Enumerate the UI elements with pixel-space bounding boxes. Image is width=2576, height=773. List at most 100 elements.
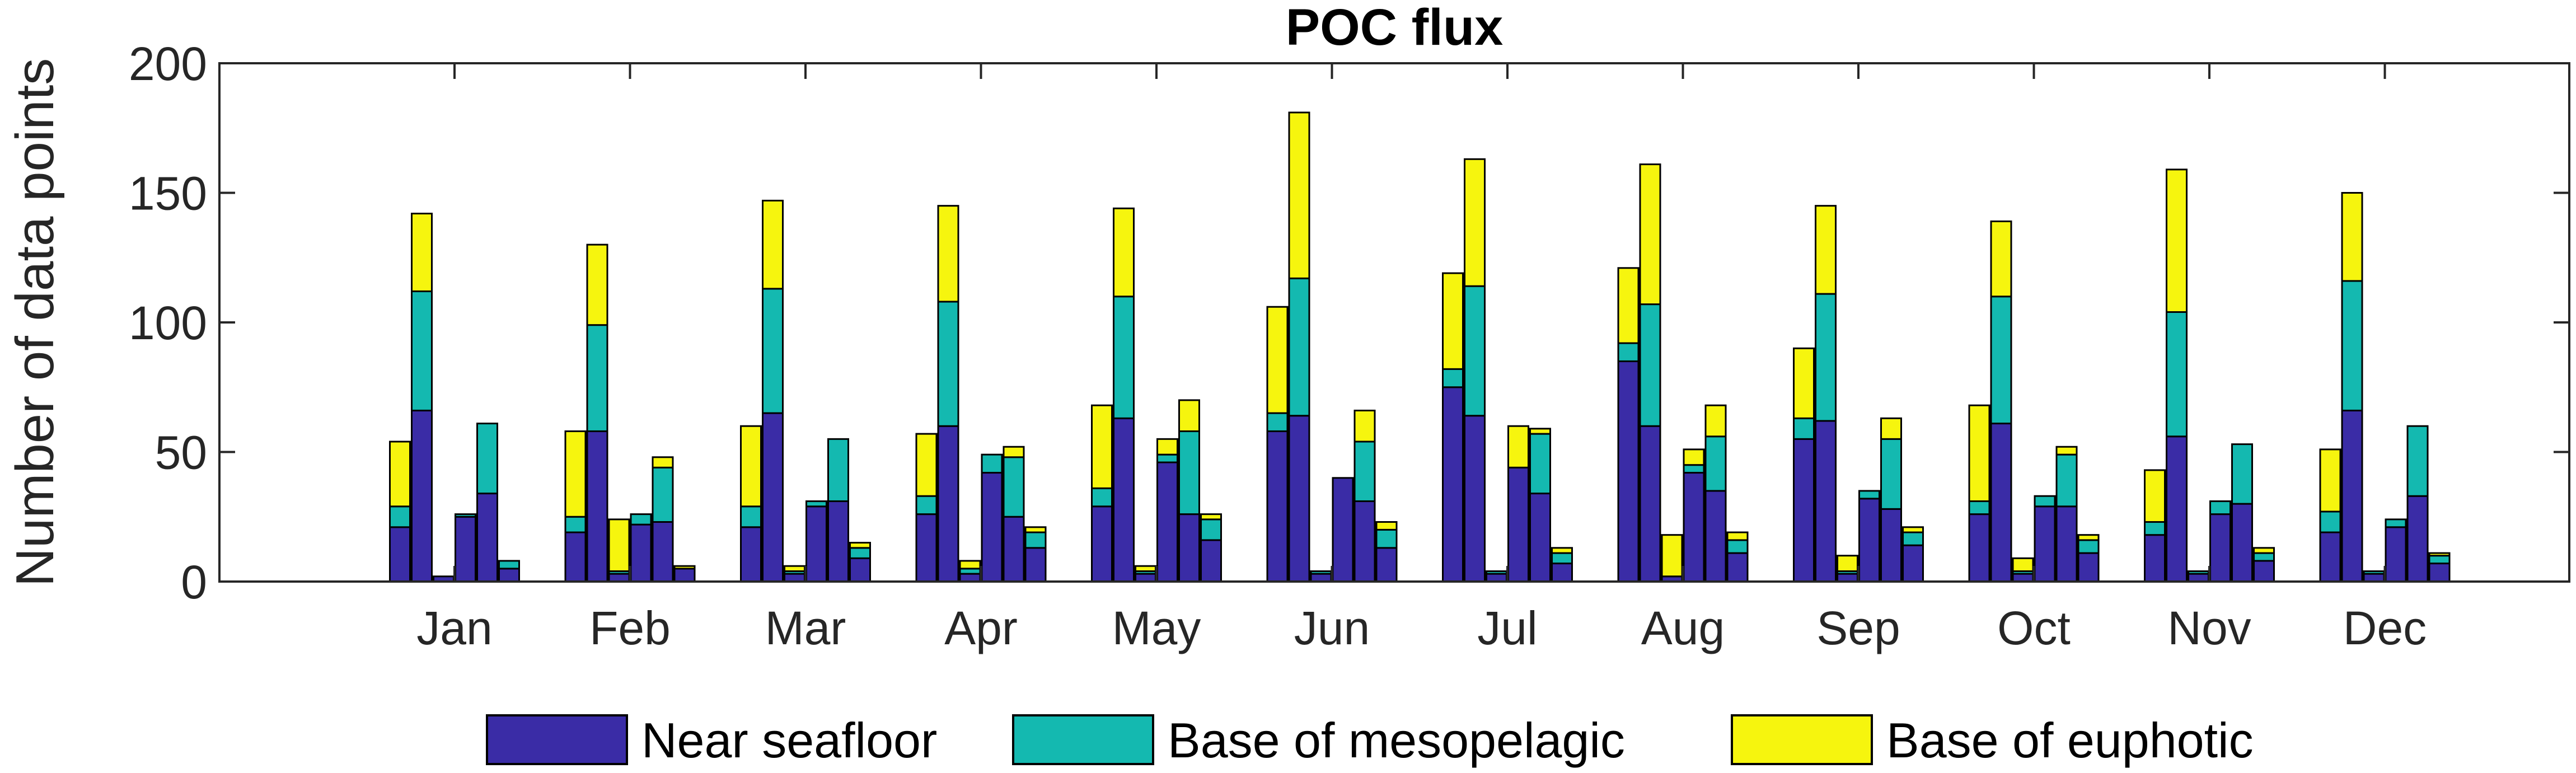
bar-segment-base-of-euphotic (1837, 555, 1858, 572)
bar-segment-near-seafloor (827, 500, 849, 583)
bar-segment-base-of-mesopelagic (981, 453, 1003, 474)
bar-segment-base-of-euphotic (1661, 534, 1683, 578)
bar-segment-near-seafloor (2055, 505, 2078, 583)
bar-segment-near-seafloor (1704, 490, 1727, 583)
bar-segment-near-seafloor (1968, 513, 1990, 583)
bar-segment-near-seafloor (959, 573, 981, 583)
bar-segment-base-of-euphotic (937, 205, 959, 303)
bar-segment-base-of-euphotic (740, 425, 762, 508)
bar-segment-base-of-euphotic (1815, 205, 1837, 295)
bar-segment-base-of-mesopelagic (1091, 487, 1113, 508)
x-tick-label: Jan (416, 602, 492, 654)
bar-segment-near-seafloor (2077, 552, 2100, 583)
bar-segment-near-seafloor (1442, 386, 1464, 583)
bar-segment-base-of-euphotic (2428, 552, 2451, 557)
bar-segment-near-seafloor (915, 513, 938, 583)
bar-segment-near-seafloor (389, 526, 411, 583)
bar-segment-base-of-euphotic (1003, 446, 1025, 458)
bar-segment-near-seafloor (2209, 513, 2231, 583)
y-tick-label: 0 (181, 556, 207, 608)
bar-segment-near-seafloor (1091, 505, 1113, 583)
bar-segment-near-seafloor (2428, 563, 2451, 583)
x-axis: Jan Feb Mar Apr May Jun Jul Aug Sep Oct Nov Dec (416, 63, 2427, 654)
bar-segment-near-seafloor (1815, 420, 1837, 583)
legend-swatch (1012, 714, 1154, 765)
bar-segment-near-seafloor (498, 568, 520, 583)
bar-segment-base-of-euphotic (762, 199, 784, 290)
bar-segment-base-of-mesopelagic (1990, 296, 2012, 425)
bar-segment-base-of-mesopelagic (1266, 412, 1289, 432)
bar-segment-base-of-euphotic (959, 560, 981, 570)
bar-segment-near-seafloor (2144, 534, 2166, 583)
bar-segment-base-of-mesopelagic (2034, 495, 2056, 508)
bar-segment-base-of-mesopelagic (652, 466, 674, 523)
bar-segment-near-seafloor (937, 425, 959, 583)
bar-segment-near-seafloor (1486, 573, 1507, 583)
x-tick-label: Dec (2343, 602, 2427, 654)
bar-segment-base-of-euphotic (1353, 409, 1376, 443)
bar-segment-near-seafloor (1529, 493, 1551, 583)
y-tick-label: 200 (129, 38, 207, 90)
legend-label: Base of mesopelagic (1168, 713, 1625, 768)
x-tick-label: Jun (1294, 602, 1370, 654)
bar-segment-base-of-mesopelagic (1156, 453, 1178, 463)
bar-segment-near-seafloor (586, 430, 608, 583)
bar-segment-base-of-mesopelagic (2406, 425, 2429, 497)
bar-segment-base-of-euphotic (1024, 526, 1047, 533)
bar-segment-base-of-euphotic (389, 441, 411, 508)
bar-segment-base-of-mesopelagic (586, 324, 608, 432)
bar-segment-near-seafloor (2406, 495, 2429, 583)
bar-segment-base-of-mesopelagic (1858, 490, 1880, 500)
bar-segment-near-seafloor (1266, 430, 1289, 583)
bar-segment-near-seafloor (1902, 544, 1924, 583)
bar-segment-near-seafloor (2231, 503, 2253, 583)
bar-segment-base-of-mesopelagic (740, 505, 762, 528)
bar-segment-near-seafloor (1375, 547, 1398, 583)
bar-segment-near-seafloor (2363, 573, 2385, 583)
bar-segment-base-of-mesopelagic (1968, 500, 1990, 516)
bar-segment-base-of-euphotic (2166, 168, 2188, 313)
bar-segment-base-of-mesopelagic (1726, 539, 1749, 554)
bar-segment-near-seafloor (411, 409, 433, 583)
bar-segment-base-of-euphotic (1551, 547, 1573, 554)
bar-segment-base-of-mesopelagic (2319, 510, 2341, 533)
bar-segment-base-of-mesopelagic (1003, 456, 1025, 518)
bar-segment-base-of-mesopelagic (1551, 552, 1573, 565)
bar-segment-base-of-mesopelagic (1486, 570, 1507, 575)
y-tick-label: 150 (129, 167, 207, 220)
bar-segment-base-of-mesopelagic (1200, 518, 1222, 541)
bar-segment-base-of-euphotic (1793, 347, 1815, 419)
bar-segment-base-of-mesopelagic (1310, 570, 1332, 575)
bar-segment-near-seafloor (673, 568, 696, 583)
x-tick-label: May (1112, 602, 1201, 654)
bar-segment-near-seafloor (564, 531, 587, 583)
bar-segment-base-of-euphotic (586, 243, 608, 326)
bar-segment-base-of-mesopelagic (1024, 531, 1047, 549)
bar-segment-near-seafloor (455, 516, 476, 583)
bar-segment-base-of-mesopelagic (1113, 296, 1135, 419)
bar-segment-base-of-euphotic (1178, 399, 1200, 432)
bar-segment-base-of-mesopelagic (1288, 277, 1310, 417)
x-tick-label: Sep (1816, 602, 1900, 654)
x-tick-label: Jul (1477, 602, 1537, 654)
bar-segment-base-of-mesopelagic (455, 513, 476, 518)
bar-segment-base-of-mesopelagic (1442, 368, 1464, 388)
bar-segment-base-of-mesopelagic (805, 500, 827, 508)
bar-segment-base-of-euphotic (2055, 446, 2078, 456)
bar-segment-base-of-euphotic (2144, 469, 2166, 523)
bar-segment-base-of-mesopelagic (937, 301, 959, 427)
bar-segment-base-of-mesopelagic (411, 290, 433, 411)
bar-segment-base-of-mesopelagic (564, 516, 587, 533)
bar-segment-base-of-euphotic (1968, 404, 1990, 502)
bar-segment-near-seafloor (1003, 516, 1025, 583)
bar-segment-near-seafloor (1200, 539, 1222, 583)
bar-segment-base-of-mesopelagic (2363, 570, 2385, 575)
bar-segment-base-of-mesopelagic (476, 423, 498, 495)
bar-segment-near-seafloor (784, 573, 805, 583)
bar-segment-near-seafloor (476, 493, 498, 583)
y-axis: 0 50 100 150 200 (129, 38, 2569, 608)
bar-segment-near-seafloor (805, 505, 827, 583)
bar-segment-base-of-euphotic (564, 430, 587, 518)
bar-segment-base-of-mesopelagic (915, 495, 938, 516)
bar-segment-base-of-mesopelagic (630, 513, 652, 526)
